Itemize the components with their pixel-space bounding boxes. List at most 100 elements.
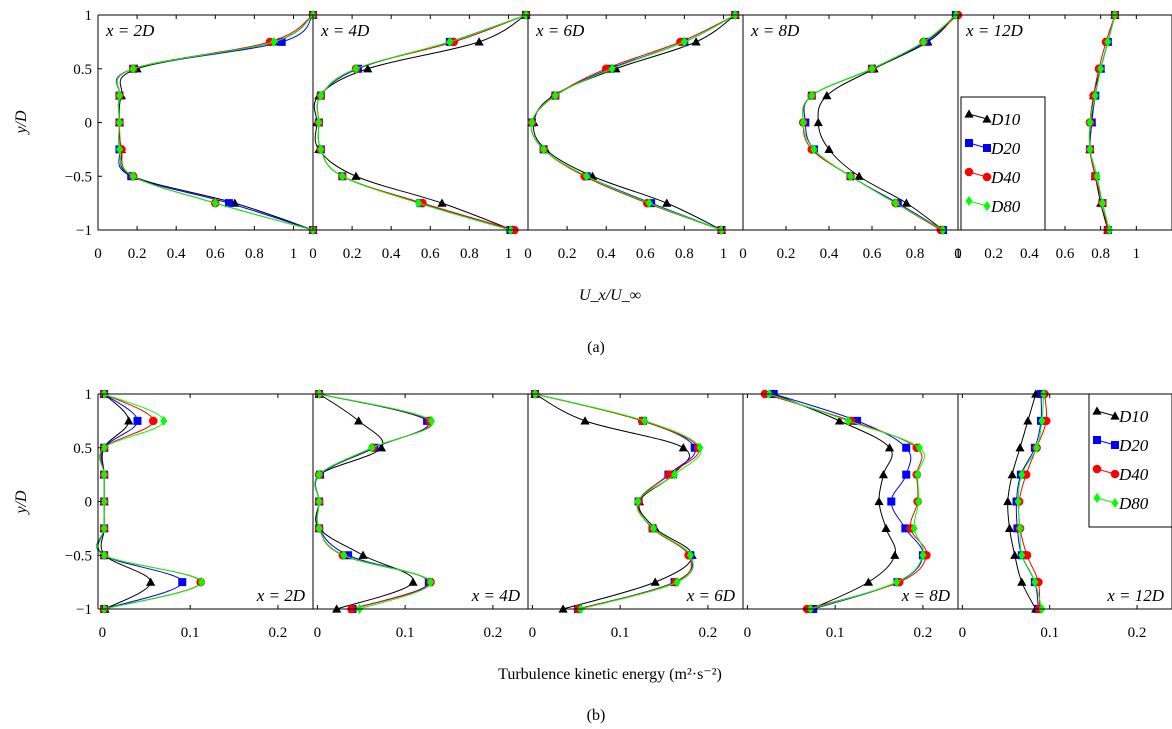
data-point — [844, 415, 852, 426]
series-line — [314, 393, 432, 610]
data-point — [601, 64, 611, 74]
data-point — [887, 497, 896, 506]
data-point — [662, 198, 672, 207]
data-point — [810, 144, 818, 155]
series-line — [316, 14, 527, 231]
panel-label: x = 4D — [320, 21, 370, 40]
data-point — [680, 36, 688, 47]
data-point — [1022, 550, 1032, 560]
series-line — [530, 14, 736, 231]
legend-marker — [965, 196, 973, 206]
legend-marker — [1092, 464, 1102, 474]
data-point — [178, 578, 187, 587]
data-point — [368, 442, 376, 453]
data-point — [116, 144, 123, 155]
x-tick-label: 0.4 — [597, 246, 616, 262]
data-point — [1097, 63, 1105, 74]
data-point — [1104, 36, 1112, 47]
y-tick-label: −1 — [76, 602, 92, 618]
series-line — [769, 393, 925, 610]
series-line — [118, 14, 314, 231]
data-point — [919, 550, 927, 561]
data-point — [686, 550, 694, 561]
data-point — [317, 144, 325, 155]
series-line — [803, 14, 957, 231]
data-point — [551, 90, 559, 101]
legend-marker — [964, 109, 974, 118]
data-point — [277, 37, 286, 46]
panel-label: x = 8D — [750, 21, 800, 40]
data-point — [696, 442, 704, 453]
data-point — [129, 63, 137, 74]
data-point — [1031, 577, 1039, 588]
data-point — [1010, 550, 1020, 559]
y-tick-label: 0.5 — [73, 62, 92, 78]
data-point — [893, 577, 901, 588]
data-point — [315, 469, 323, 480]
x-tick-label: 0 — [94, 246, 102, 262]
series-line — [764, 393, 927, 610]
x-tick-label: 0 — [524, 246, 532, 262]
data-point — [824, 144, 834, 154]
data-point — [124, 416, 134, 425]
data-point — [1018, 550, 1026, 561]
data-point — [890, 550, 900, 559]
data-point — [874, 496, 884, 506]
x-tick-label: 0.4 — [167, 246, 186, 262]
data-point — [352, 63, 360, 74]
x-tick-label: 0.2 — [128, 246, 147, 262]
data-point — [645, 198, 653, 209]
data-point — [650, 577, 660, 586]
x-tick-label: 0.1 — [826, 625, 845, 641]
data-point — [910, 523, 918, 534]
series-line — [534, 393, 696, 610]
data-point — [881, 523, 891, 533]
x-tick-label: 1 — [720, 246, 728, 262]
data-point — [358, 550, 368, 559]
data-point — [1038, 415, 1046, 426]
data-point — [1015, 443, 1025, 452]
x-axis-label: Turbulence kinetic energy (m²·s⁻²) — [498, 666, 722, 683]
x-tick-label: 0 — [739, 246, 747, 262]
x-tick-label: 0.2 — [343, 246, 362, 262]
series-line — [534, 393, 700, 610]
x-tick-label: 0.8 — [460, 246, 479, 262]
legend-entry: D80 — [990, 197, 1021, 216]
data-point — [148, 416, 158, 426]
x-tick-label: 1 — [1133, 246, 1141, 262]
x-tick-label: 0 — [529, 625, 537, 641]
data-point — [340, 550, 348, 561]
series-line — [773, 393, 924, 610]
panel-label: x = 8D — [901, 586, 951, 605]
y-tick-label: 1 — [85, 387, 93, 403]
data-point — [427, 415, 435, 426]
legend-marker — [1110, 411, 1120, 420]
data-point — [270, 36, 278, 47]
data-point — [634, 496, 642, 507]
legend-line — [968, 200, 988, 207]
legend: D10 D20 D40 D80 — [960, 96, 1046, 231]
data-point — [813, 117, 823, 127]
x-tick-label: 0 — [309, 246, 317, 262]
data-point — [1018, 469, 1026, 480]
panel-label: x = 2D — [256, 586, 306, 605]
x-tick-label: 0.4 — [1020, 246, 1039, 262]
legend-marker — [982, 114, 992, 123]
x-tick-label: 0 — [959, 625, 967, 641]
data-point — [376, 443, 387, 452]
data-point — [902, 470, 911, 479]
data-point — [1098, 198, 1106, 209]
data-point — [920, 36, 928, 47]
data-point — [673, 577, 681, 588]
data-point — [528, 117, 536, 128]
series-line — [316, 14, 527, 231]
x-tick-label: 0.1 — [611, 625, 630, 641]
data-point — [344, 551, 353, 560]
x-tick-label: 0.8 — [906, 246, 925, 262]
x-tick-label: 1 — [290, 246, 298, 262]
x-tick-label: 0.8 — [1091, 246, 1110, 262]
x-tick-label: 0.2 — [699, 625, 718, 641]
data-point — [678, 443, 688, 452]
data-point — [863, 577, 874, 586]
